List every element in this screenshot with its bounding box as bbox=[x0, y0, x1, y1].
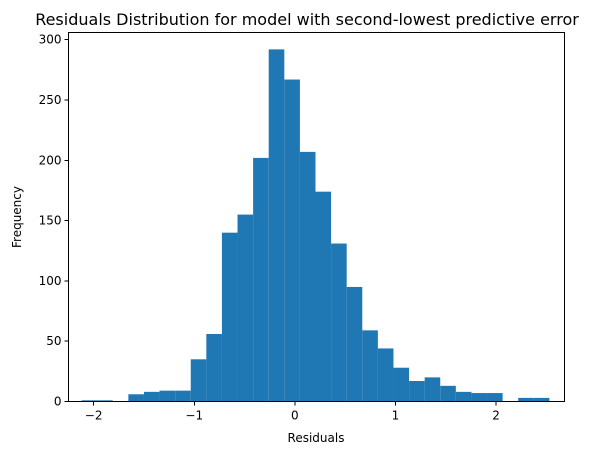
histogram-bar bbox=[268, 49, 285, 402]
y-tick-label: 0 bbox=[54, 395, 62, 409]
x-tick-label: 2 bbox=[492, 409, 500, 423]
histogram-bar bbox=[175, 390, 191, 402]
histogram-bar bbox=[393, 367, 410, 402]
histogram-bar bbox=[206, 333, 222, 402]
x-tick-label: −1 bbox=[185, 409, 203, 423]
histogram-bar bbox=[159, 390, 176, 402]
histogram-bars bbox=[81, 49, 550, 402]
histogram-bar bbox=[81, 400, 98, 402]
histogram-bar bbox=[455, 391, 472, 402]
histogram-bar bbox=[533, 397, 550, 402]
y-axis-label: Frequency bbox=[10, 186, 24, 248]
histogram-bar bbox=[471, 393, 488, 402]
histogram-bar bbox=[97, 400, 113, 402]
x-tick-label: 1 bbox=[392, 409, 400, 423]
histogram-bar bbox=[221, 232, 238, 402]
x-axis-ticks: −2 −1 0 1 2 bbox=[85, 401, 500, 423]
histogram-bar bbox=[346, 286, 363, 402]
y-tick-label: 250 bbox=[39, 93, 62, 107]
y-tick-label: 200 bbox=[39, 153, 62, 167]
histogram-bar bbox=[440, 385, 456, 402]
x-axis-label: Residuals bbox=[288, 431, 345, 445]
plot-frame bbox=[68, 32, 565, 402]
histogram-bar bbox=[518, 397, 534, 402]
y-tick-label: 100 bbox=[39, 274, 62, 288]
x-tick-label: −2 bbox=[85, 409, 103, 423]
y-tick-label: 50 bbox=[46, 334, 61, 348]
y-axis-ticks: 0 50 100 150 200 250 300 bbox=[39, 33, 69, 409]
y-tick-label: 150 bbox=[39, 214, 62, 228]
histogram-bar bbox=[284, 79, 300, 402]
y-tick-label: 300 bbox=[39, 33, 62, 47]
x-tick-label: 0 bbox=[291, 409, 299, 423]
histogram-bar bbox=[190, 359, 207, 402]
histogram-bar bbox=[128, 394, 144, 402]
histogram-bar bbox=[409, 381, 425, 402]
histogram-bar bbox=[315, 191, 332, 402]
histogram-bar bbox=[237, 214, 254, 402]
histogram-bar bbox=[362, 330, 378, 402]
histogram-bar bbox=[487, 393, 503, 402]
histogram-bar bbox=[143, 391, 160, 402]
histogram-bar bbox=[253, 157, 269, 402]
histogram-bar bbox=[424, 377, 441, 402]
histogram-bar bbox=[331, 243, 347, 402]
chart-title: Residuals Distribution for model with se… bbox=[35, 10, 579, 29]
histogram-bar bbox=[299, 151, 316, 402]
histogram-bar bbox=[377, 348, 394, 402]
